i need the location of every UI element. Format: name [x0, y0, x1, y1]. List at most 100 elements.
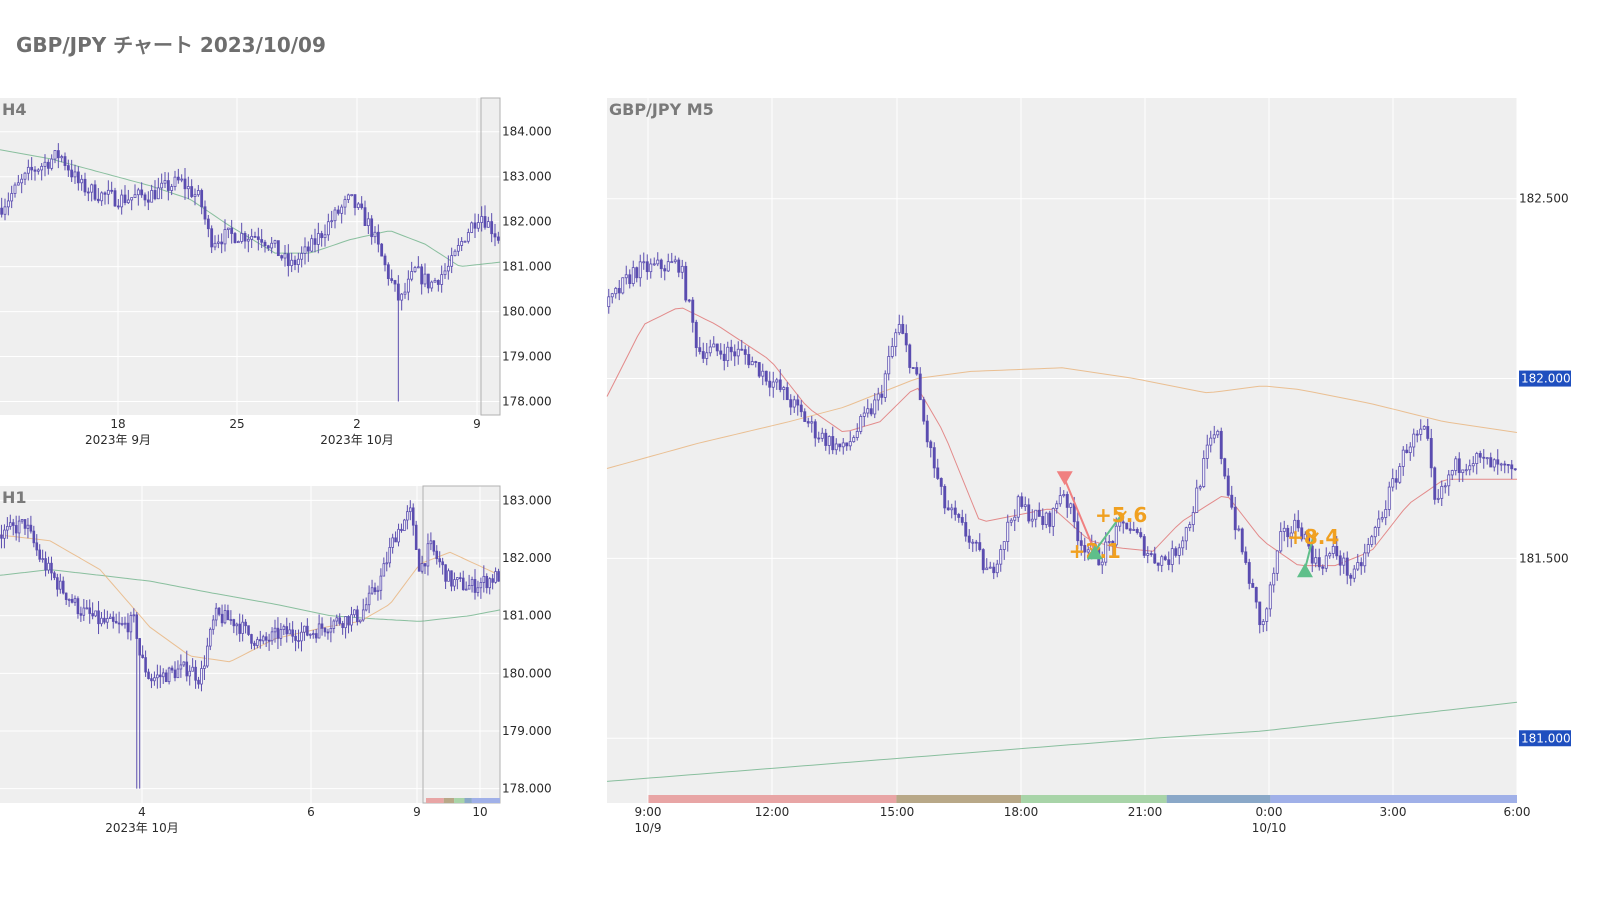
- m5-candle-body: [869, 408, 873, 415]
- h4-candle-body: [0, 207, 4, 215]
- m5-candle-body: [705, 352, 709, 359]
- m5-candle-body: [747, 354, 751, 366]
- m5-candle-body: [1037, 509, 1041, 517]
- m5-candle-body: [796, 399, 800, 406]
- h1-candle-body: [23, 519, 27, 529]
- h4-candle-body: [113, 190, 117, 207]
- m5-candle-body: [726, 346, 730, 362]
- m5-candle-body: [1296, 519, 1300, 529]
- h4-candle-body: [243, 233, 247, 242]
- h4-candle-body: [53, 150, 57, 160]
- h1-candle-body: [217, 607, 221, 615]
- h4-candle-body: [386, 264, 390, 280]
- h1-candle-body: [403, 519, 406, 532]
- h4-candle-body: [316, 233, 320, 245]
- m5-candle-body: [1338, 555, 1342, 566]
- h4-candle-body: [423, 273, 427, 285]
- h1-candle-body: [111, 616, 115, 622]
- h1-candle-body: [420, 563, 424, 572]
- h1-candle-body: [253, 642, 256, 646]
- m5-candle-body: [855, 431, 859, 438]
- m5-candle-body: [1223, 458, 1227, 477]
- m5-candle-body: [957, 514, 961, 518]
- m5-candle-body: [897, 323, 901, 334]
- m5-candle-body: [1443, 485, 1447, 488]
- m5-candle-body: [964, 522, 968, 537]
- m5-candle-body: [673, 259, 677, 263]
- h4-candle-body: [376, 231, 380, 245]
- m5-candle-body: [1051, 507, 1055, 527]
- m5-candle-body: [1240, 528, 1244, 553]
- h4-candle-body: [143, 194, 147, 201]
- m5-candle-body: [1009, 519, 1013, 523]
- m5-candle-body: [1429, 438, 1433, 469]
- h4-candle-body: [83, 178, 87, 193]
- m5-candle-body: [698, 347, 702, 352]
- h1-candle-body: [94, 610, 97, 617]
- h1-candle-body: [73, 598, 77, 603]
- h1-candle-body: [441, 561, 444, 566]
- h4-candle-body: [193, 194, 197, 197]
- h4-candle-body: [323, 234, 327, 239]
- m5-candle-body: [1125, 522, 1129, 530]
- h4-candle-body: [196, 190, 200, 196]
- h1-candle-body: [364, 604, 368, 611]
- h4-candle-body: [73, 171, 77, 178]
- h4-candle-body: [366, 218, 370, 227]
- h4-candle-body: [170, 186, 174, 191]
- m5-candle-body: [901, 323, 905, 334]
- h1-candle-body: [156, 674, 159, 679]
- m5-exit-marker: [1307, 532, 1319, 541]
- m5-candle-body: [1216, 430, 1220, 436]
- m5-candle-body: [1002, 541, 1006, 550]
- h1-candle-body: [0, 534, 3, 539]
- m5-candle-body: [1349, 574, 1353, 579]
- m5-candle-body: [1198, 486, 1202, 489]
- m5-candle-body: [1167, 559, 1171, 565]
- h1-candle-body: [259, 639, 262, 642]
- h4-candle-body: [26, 166, 30, 174]
- h4-candle-body: [296, 258, 300, 265]
- m5-candle-body: [1282, 527, 1286, 532]
- m5-candle-body: [1468, 465, 1472, 471]
- m5-candle-body: [1069, 503, 1073, 508]
- m5-candle-body: [1170, 548, 1174, 565]
- m5-candle-body: [834, 443, 838, 451]
- m5-candle-body: [1331, 545, 1335, 554]
- m5-candle-body: [1345, 557, 1349, 576]
- h1-session-bar-segment: [471, 798, 500, 803]
- m5-candle-body: [1359, 562, 1363, 567]
- h4-candle-body: [176, 176, 180, 181]
- m5-candle-body: [1023, 504, 1027, 507]
- m5-candle-body: [866, 408, 870, 414]
- m5-candle-body: [621, 277, 625, 294]
- h1-candle-body: [100, 617, 103, 625]
- h1-candle-body: [11, 522, 15, 526]
- m5-candle-body: [1419, 428, 1423, 435]
- h1-candle-body: [14, 525, 18, 534]
- m5-x-tick-label: 18:00: [1004, 805, 1039, 819]
- m5-candle-body: [778, 379, 782, 390]
- h4-candle-body: [146, 199, 150, 203]
- m5-candle-body: [1422, 426, 1426, 430]
- h4-candle-body: [240, 233, 244, 242]
- m5-candle-body: [1478, 453, 1482, 458]
- m5-trade-line: [1304, 536, 1315, 570]
- h4-y-tick-label: 182.000: [502, 215, 552, 229]
- h4-candle-body: [416, 266, 420, 269]
- h4-candle-body: [130, 197, 134, 201]
- m5-y-tick-label: 182.500: [1519, 192, 1569, 206]
- h4-candle-body: [136, 189, 140, 196]
- h1-candle-body: [494, 571, 497, 583]
- h4-candle-body: [480, 216, 484, 223]
- h1-y-tick-label: 178.000: [502, 782, 552, 796]
- h4-candle-body: [436, 280, 440, 285]
- m5-candle-body: [943, 486, 947, 509]
- m5-x-tick-label: 6:00: [1504, 805, 1531, 819]
- m5-candle-body: [775, 379, 779, 383]
- h4-candle-body: [180, 178, 184, 181]
- h1-candle-body: [311, 633, 315, 635]
- h1-candle-body: [209, 628, 212, 647]
- m5-candle-body: [1433, 467, 1437, 500]
- m5-candle-body: [1450, 470, 1454, 476]
